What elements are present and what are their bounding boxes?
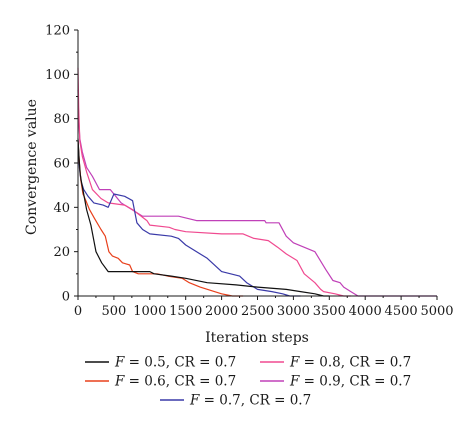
legend-item-1: F = 0.5, CR = 0.7 bbox=[85, 355, 236, 371]
legend-item-3: F = 0.7, CR = 0.7 bbox=[160, 393, 311, 409]
x-tick-label: 4000 bbox=[349, 304, 382, 319]
axis-ticks: 0 500 1000 1500 2000 2500 3000 3500 4000 4500 5000… bbox=[45, 24, 453, 320]
x-tick-label: 500 bbox=[101, 304, 126, 319]
y-tick-label: 20 bbox=[53, 245, 70, 260]
series-line-3 bbox=[77, 140, 301, 297]
y-axis-title: Convergence value bbox=[24, 99, 40, 235]
series-line-4 bbox=[77, 67, 351, 297]
legend-label: F = 0.6, CR = 0.7 bbox=[114, 374, 236, 390]
x-tick-label: 2500 bbox=[241, 304, 274, 319]
x-tick-label: 3000 bbox=[277, 304, 310, 319]
plot-area bbox=[77, 67, 437, 297]
y-tick-label: 120 bbox=[45, 24, 70, 39]
y-tick-label: 0 bbox=[62, 290, 70, 305]
x-axis-title: Iteration steps bbox=[205, 330, 309, 346]
y-tick-label: 60 bbox=[53, 157, 70, 172]
x-tick-label: 2000 bbox=[205, 304, 238, 319]
legend-item-2: F = 0.6, CR = 0.7 bbox=[85, 374, 236, 390]
x-tick-label: 4500 bbox=[385, 304, 418, 319]
y-tick-label: 100 bbox=[45, 68, 70, 83]
legend-label: F = 0.7, CR = 0.7 bbox=[189, 393, 311, 409]
legend-label: F = 0.8, CR = 0.7 bbox=[289, 355, 411, 371]
legend: F = 0.5, CR = 0.7 F = 0.6, CR = 0.7 F = 0.… bbox=[85, 355, 411, 409]
x-tick-label: 3500 bbox=[313, 304, 346, 319]
legend-label: F = 0.5, CR = 0.7 bbox=[114, 355, 236, 371]
series-line-1 bbox=[77, 138, 330, 297]
legend-item-5: F = 0.9, CR = 0.7 bbox=[260, 374, 411, 390]
legend-label: F = 0.9, CR = 0.7 bbox=[289, 374, 411, 390]
y-tick-label: 40 bbox=[53, 201, 70, 216]
x-tick-label: 1500 bbox=[169, 304, 202, 319]
series-line-5 bbox=[77, 89, 437, 297]
legend-item-4: F = 0.8, CR = 0.7 bbox=[260, 355, 411, 371]
y-tick-label: 80 bbox=[53, 112, 70, 127]
x-tick-label: 5000 bbox=[420, 304, 453, 319]
x-tick-label: 0 bbox=[74, 304, 82, 319]
series-line-2 bbox=[77, 140, 244, 297]
x-tick-label: 1000 bbox=[133, 304, 166, 319]
